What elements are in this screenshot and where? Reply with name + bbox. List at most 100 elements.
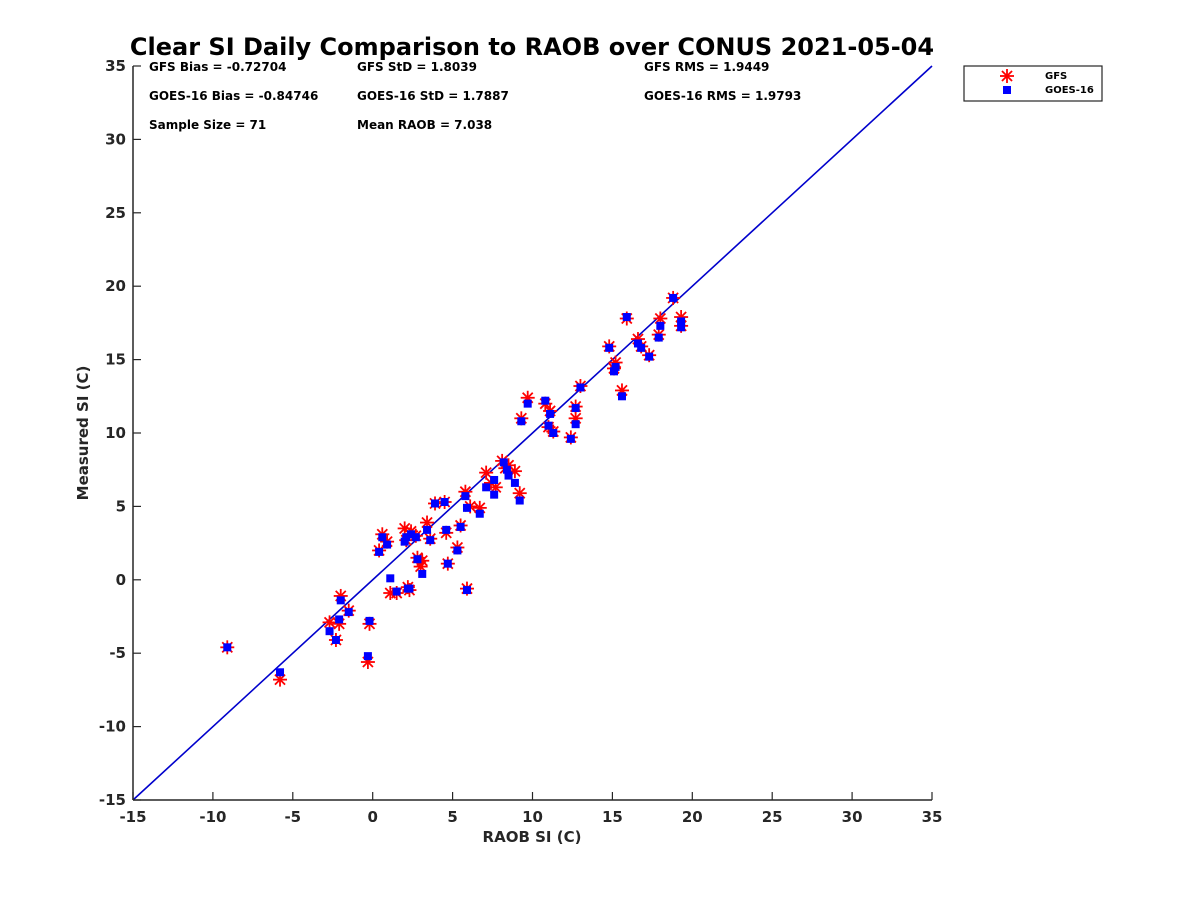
y-axis-label: Measured SI (C)	[74, 366, 92, 501]
x-tick-label: 30	[842, 808, 863, 826]
point-goes-16	[617, 392, 626, 401]
point-goes-16	[523, 399, 532, 408]
legend-entries: GFS GOES-16	[1000, 69, 1094, 96]
point-goes-16	[669, 293, 678, 302]
point-goes-16	[566, 434, 575, 443]
point-goes-16	[405, 584, 414, 593]
point-goes-16	[677, 323, 686, 332]
y-tick-label: -5	[109, 644, 126, 662]
point-goes-16	[482, 483, 491, 492]
point-goes-16	[407, 530, 416, 539]
point-goes-16	[517, 417, 526, 426]
point-goes-16	[549, 429, 558, 437]
legend-marker-gfs	[1000, 69, 1014, 83]
x-tick-label: -15	[119, 808, 146, 826]
point-goes-16	[504, 471, 513, 480]
point-gfs	[322, 615, 337, 630]
point-goes-16	[499, 458, 508, 467]
point-goes-16	[645, 352, 654, 361]
point-goes-16	[515, 496, 524, 505]
point-goes-16	[656, 321, 665, 330]
point-goes-16	[456, 522, 465, 531]
x-tick-label: -5	[284, 808, 301, 826]
point-goes-16	[442, 525, 451, 534]
point-goes-16	[502, 465, 511, 474]
legend-label: GFS	[1045, 71, 1067, 82]
point-goes-16	[426, 536, 435, 545]
stat-label: GOES-16 Bias = -0.84746	[149, 89, 318, 103]
point-goes-16	[475, 509, 484, 518]
series-goes-16	[223, 293, 686, 677]
data-marks	[220, 290, 689, 687]
stat-label: GOES-16 RMS = 1.9793	[644, 89, 801, 103]
y-tick-label: -10	[99, 718, 126, 736]
point-goes-16	[331, 635, 340, 644]
point-goes-16	[418, 569, 427, 578]
x-tick-label: 15	[602, 808, 623, 826]
point-goes-16	[440, 497, 449, 506]
point-goes-16	[633, 339, 642, 348]
y-tick-label: 35	[105, 57, 126, 75]
stat-label: Mean RAOB = 7.038	[357, 118, 492, 132]
point-goes-16	[462, 503, 471, 512]
point-goes-16	[344, 608, 353, 617]
x-tick-label: -10	[199, 808, 226, 826]
y-tick-label: 20	[105, 277, 126, 295]
point-goes-16	[546, 409, 555, 418]
point-goes-16	[576, 383, 585, 392]
point-goes-16	[462, 586, 471, 595]
point-goes-16	[336, 596, 345, 605]
y-tick-label: 30	[105, 130, 126, 148]
point-goes-16	[510, 478, 519, 487]
point-goes-16	[276, 668, 285, 677]
stat-label: Sample Size = 71	[149, 118, 266, 132]
stat-label: GOES-16 StD = 1.7887	[357, 89, 509, 103]
point-goes-16	[383, 540, 392, 549]
point-goes-16	[443, 559, 452, 568]
point-goes-16	[402, 533, 411, 542]
legend-label: GOES-16	[1045, 85, 1094, 96]
x-tick-label: 25	[762, 808, 783, 826]
y-tick-label: 15	[105, 351, 126, 369]
stat-label: GFS RMS = 1.9449	[644, 60, 769, 74]
point-gfs	[479, 465, 494, 480]
point-goes-16	[378, 533, 387, 542]
point-goes-16	[622, 313, 631, 322]
point-goes-16	[386, 574, 395, 583]
point-goes-16	[431, 499, 440, 508]
point-goes-16	[677, 317, 686, 326]
stat-label: GFS Bias = -0.72704	[149, 60, 286, 74]
statistics-annotations: GFS Bias = -0.72704 GFS StD = 1.8039 GFS R…	[149, 60, 801, 132]
point-goes-16	[461, 492, 470, 501]
point-goes-16	[413, 555, 422, 564]
x-tick-label: 35	[922, 808, 943, 826]
point-goes-16	[365, 616, 374, 625]
point-goes-16	[611, 362, 620, 371]
series-gfs	[220, 290, 689, 687]
y-tick-label: 25	[105, 204, 126, 222]
point-goes-16	[605, 343, 614, 352]
point-goes-16	[392, 587, 401, 596]
legend-box	[963, 65, 1103, 102]
x-tick-label: 20	[682, 808, 703, 826]
point-goes-16	[423, 525, 432, 534]
point-goes-16	[325, 627, 334, 636]
point-goes-16	[400, 537, 409, 546]
legend-marker-goes-16	[1003, 86, 1011, 94]
x-tick-label: 5	[447, 808, 457, 826]
y-tick-label: 5	[116, 497, 126, 515]
point-goes-16	[541, 396, 550, 405]
point-goes-16	[335, 615, 344, 624]
legend: GFS GOES-16	[963, 65, 1103, 102]
stat-label: GFS StD = 1.8039	[357, 60, 477, 74]
x-tick-label: 0	[367, 808, 377, 826]
point-goes-16	[453, 546, 462, 555]
point-goes-16	[490, 490, 499, 499]
point-goes-16	[363, 652, 372, 661]
point-goes-16	[411, 533, 420, 542]
point-goes-16	[490, 475, 499, 484]
y-tick-label: 10	[105, 424, 126, 442]
y-tick-label: 0	[116, 571, 126, 589]
y-tick-label: -15	[99, 791, 126, 809]
